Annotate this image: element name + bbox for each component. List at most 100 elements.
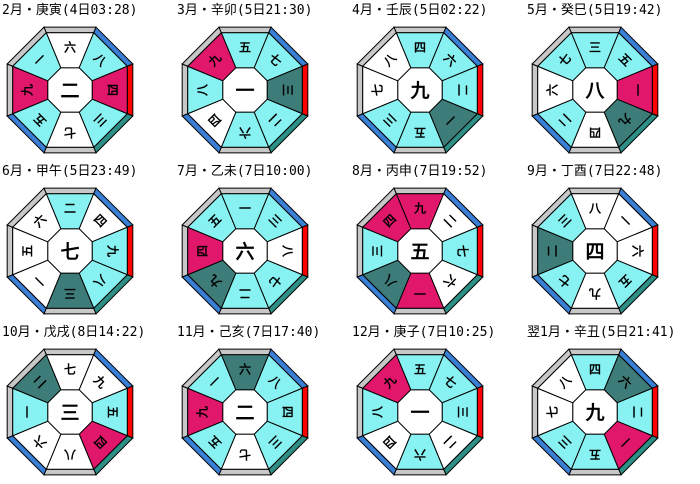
month-chart-title: 6月・甲午(5日23:49) [2,164,138,179]
sector-label: 二 [64,202,76,216]
month-chart-title: 翌1月・辛丑(5日21:41) [527,325,676,340]
sector-label: 七 [546,406,560,418]
sector-label: 三 [589,41,601,55]
center-octagon [47,228,93,274]
rim-segment [301,224,309,278]
center-label: 九 [584,402,604,424]
center-octagon [47,67,93,113]
sector-label: 五 [106,406,120,418]
sector-label: 六 [545,84,560,96]
rim-segment [43,26,97,34]
sector-label: 四 [106,84,120,96]
sector-label: 六 [239,126,251,141]
center-label: 二 [60,80,79,102]
rim-segment [476,385,484,439]
rim-segment [568,307,622,315]
month-chart-title: 2月・庚寅(4日03:28) [2,3,138,18]
sector-label: 九 [20,84,35,97]
rim-segment [43,187,97,195]
sector-label: 一 [21,406,35,418]
sector-label: 一 [631,84,645,96]
month-chart-title: 12月・庚子(7日10:25) [352,325,496,340]
center-label: 五 [410,241,429,263]
center-octagon [397,67,443,113]
sector-label: 八 [281,244,295,258]
month-chart: 3月・辛卯(5日21:30) 五七三二六四八九一 [175,0,350,161]
rim-segment [651,224,659,278]
sector-label: 二 [239,287,251,301]
rim-segment [356,63,364,117]
sector-label: 四 [281,406,295,418]
month-chart-title: 11月・己亥(7日17:40) [177,325,321,340]
sector-label: 六 [64,40,76,55]
center-label: 三 [60,402,79,424]
month-chart-title: 10月・戊戌(8日14:22) [2,325,146,340]
rim-segment [6,224,14,278]
month-chart: 8月・丙申(7日19:52) 九二七六一八三四五 [350,161,525,322]
center-label: 九 [409,80,429,102]
center-octagon [572,228,618,274]
rim-segment [181,385,189,439]
sector-label: 七 [456,245,470,257]
rim-segment [393,146,447,154]
sector-label: 六 [631,245,646,257]
sector-label: 七 [239,448,251,462]
rim-segment [126,385,134,439]
month-chart: 5月・癸巳(5日19:42) 三五一九四二六七八 [525,0,700,161]
month-chart: 6月・甲午(5日23:49) 二四九八三一五六七 [0,161,175,322]
sector-label: 三 [64,287,76,301]
rim-segment [651,63,659,117]
rim-segment [301,385,309,439]
month-chart: 9月・丁酉(7日22:48) 八一六五九七二三四 [525,161,700,322]
rim-segment [476,224,484,278]
center-label: 八 [585,80,605,102]
rim-segment [531,224,539,278]
sector-label: 八 [196,83,210,97]
center-label: 二 [235,402,254,424]
rim-segment [568,26,622,34]
rim-segment [393,307,447,315]
month-chart: 10月・戊戌(8日14:22) 七九五四八六一二三 [0,322,175,483]
sector-label: 一 [414,287,426,301]
sector-label: 四 [589,363,601,377]
sector-label: 五 [239,41,251,55]
rim-segment [218,26,272,34]
center-octagon [572,67,618,113]
rim-segment [43,307,97,315]
sector-label: 四 [589,126,601,140]
rim-segment [6,63,14,117]
sector-label: 九 [589,287,602,302]
month-chart: 12月・庚子(7日10:25) 五七三二六四八九一 [350,322,525,483]
sector-label: 二 [456,84,470,96]
center-label: 一 [235,80,254,102]
rim-segment [356,224,364,278]
center-octagon [397,389,443,435]
sector-label: 七 [64,363,76,377]
rim-segment [181,63,189,117]
rim-segment [393,187,447,195]
sector-label: 四 [414,41,426,55]
month-chart: 4月・壬辰(5日02:22) 四六二一五三七八九 [350,0,525,161]
rim-segment [568,348,622,356]
sector-label: 一 [239,202,251,216]
rim-segment [568,146,622,154]
center-octagon [222,228,268,274]
month-chart-title: 8月・丙申(7日19:52) [352,164,488,179]
month-chart-title: 9月・丁酉(7日22:48) [527,164,663,179]
rim-segment [476,63,484,117]
month-chart: 2月・庚寅(4日03:28) 六八四三七五九一二 [0,0,175,161]
sector-label: 二 [546,245,560,257]
rim-segment [218,468,272,476]
month-chart: 翌1月・辛丑(5日21:41) 四六二一五三七八九 [525,322,700,483]
sector-label: 五 [589,448,601,462]
sector-label: 六 [414,448,426,463]
rim-segment [218,146,272,154]
